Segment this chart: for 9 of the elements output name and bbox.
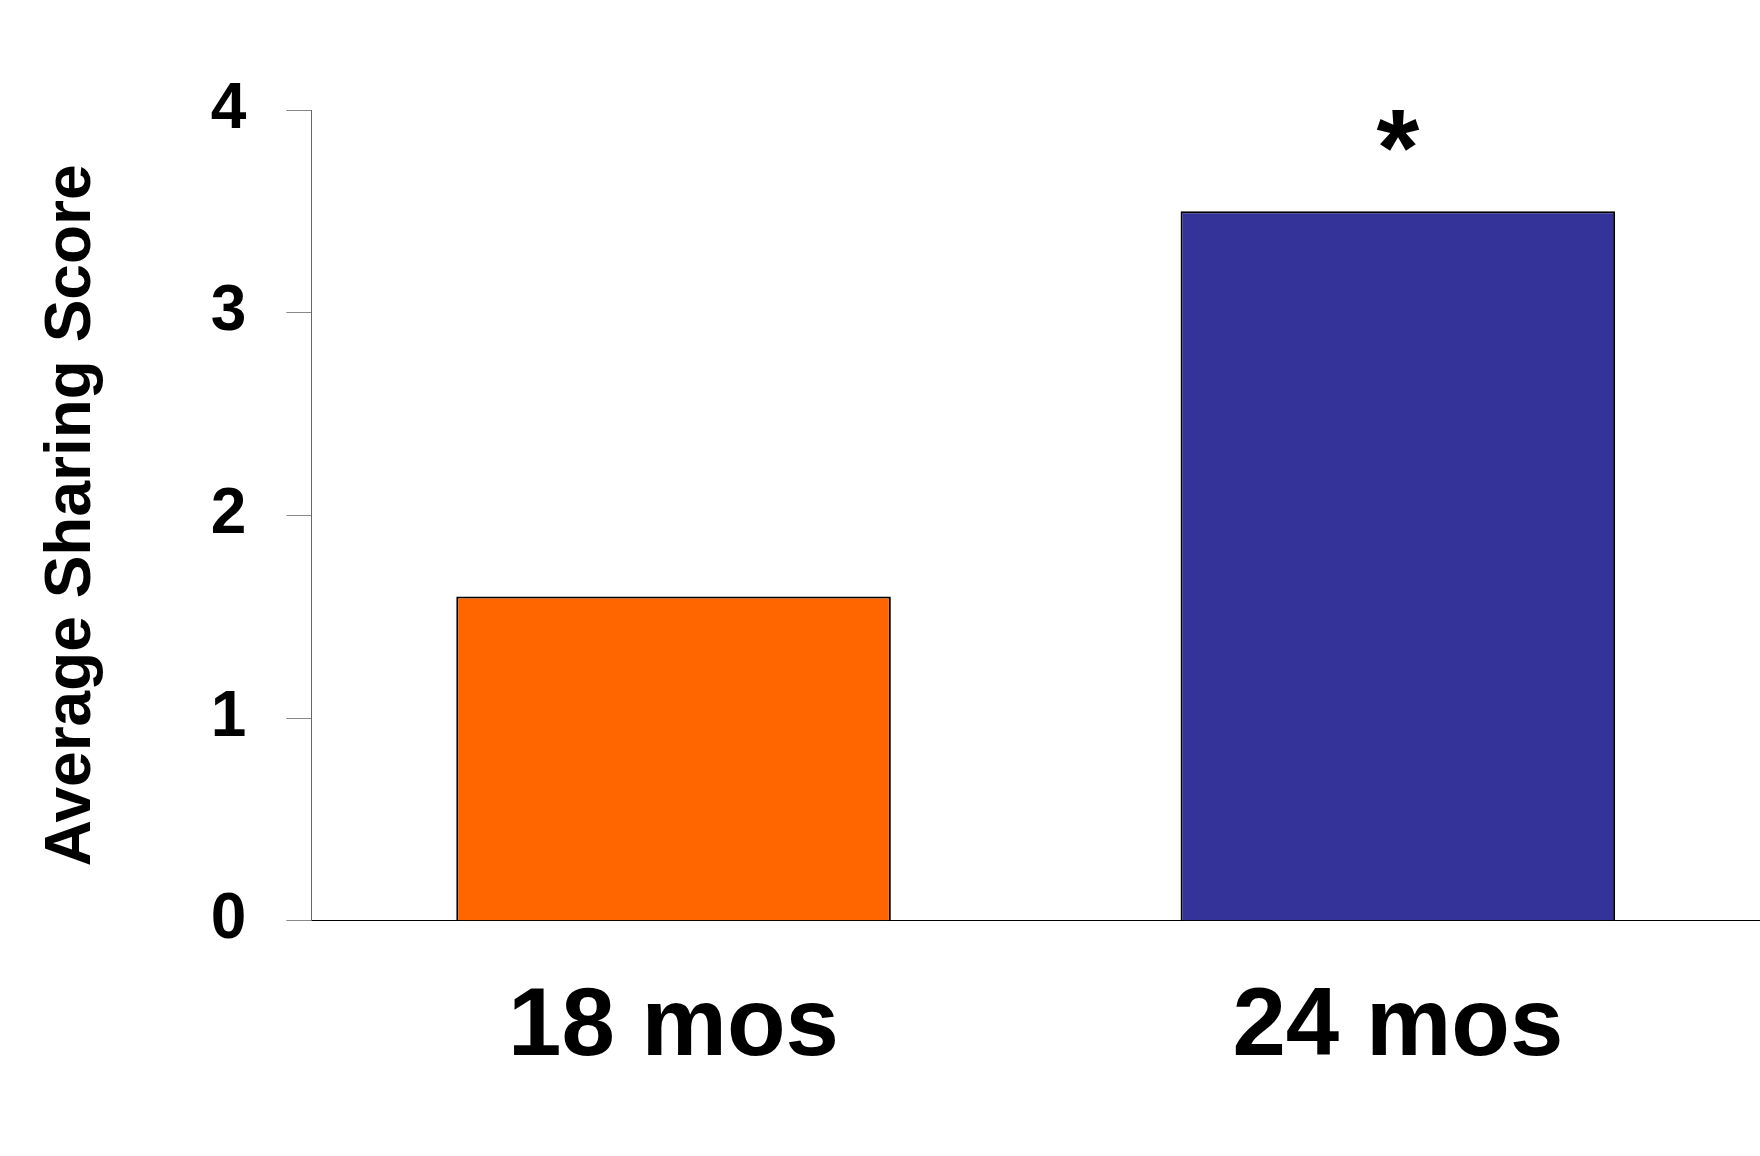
x-tick-label: 24 mos (1232, 967, 1564, 1075)
y-axis-title: Average Sharing Score (32, 164, 105, 867)
y-tick-label: 3 (210, 272, 247, 345)
y-tick-label: 2 (210, 475, 247, 548)
annotation: * (1376, 85, 1420, 209)
y-tick-label: 1 (210, 677, 247, 750)
y-tick-label: 0 (210, 880, 247, 953)
y-tick-label: 4 (210, 69, 247, 142)
x-tick-label: 18 mos (508, 967, 839, 1075)
